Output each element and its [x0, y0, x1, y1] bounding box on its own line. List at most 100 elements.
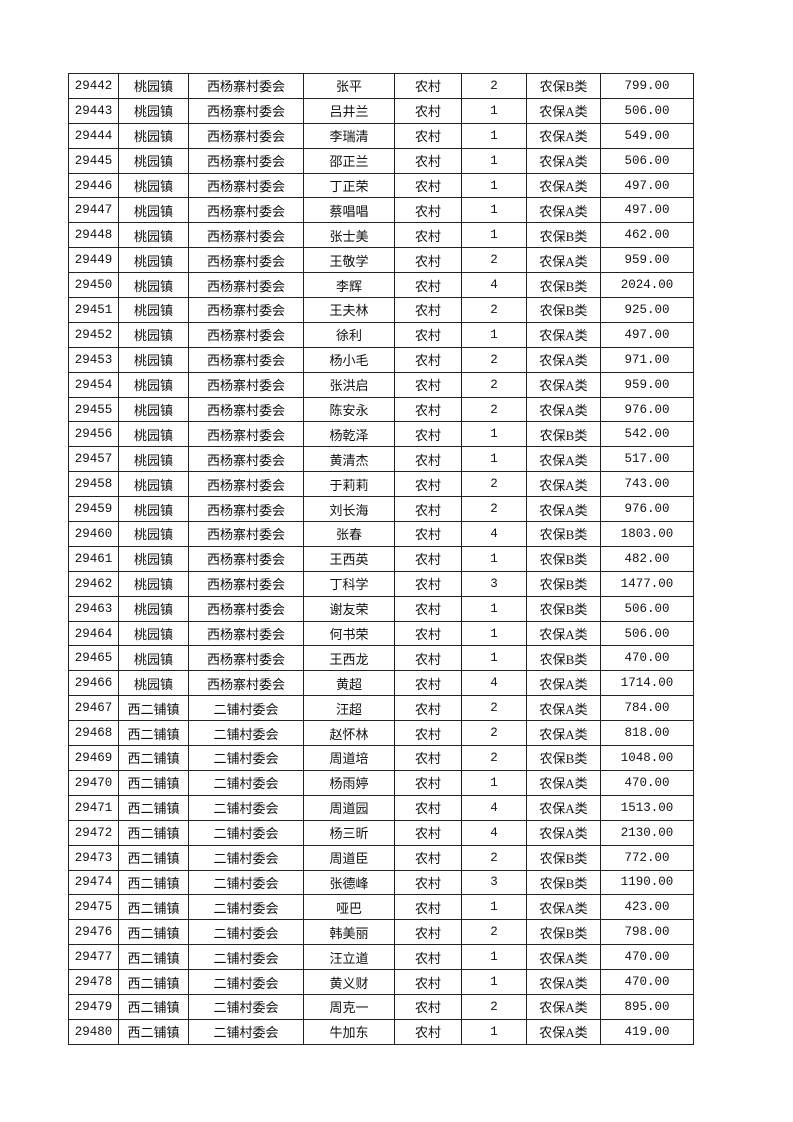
cell-village-committee: 西杨寨村委会: [188, 545, 304, 572]
cell-town: 西二铺镇: [118, 919, 189, 946]
cell-amount: 517.00: [600, 446, 694, 473]
cell-area-type: 农村: [394, 570, 462, 597]
cell-insurance-category: 农保A类: [526, 993, 601, 1020]
cell-area-type: 农村: [394, 695, 462, 722]
cell-town: 桃园镇: [118, 595, 189, 622]
cell-town: 桃园镇: [118, 471, 189, 498]
cell-town: 桃园镇: [118, 446, 189, 473]
cell-household-size: 4: [461, 670, 527, 697]
cell-area-type: 农村: [394, 769, 462, 796]
cell-insurance-category: 农保A类: [526, 197, 601, 224]
cell-area-type: 农村: [394, 844, 462, 871]
cell-village-committee: 西杨寨村委会: [188, 73, 304, 99]
cell-village-committee: 二铺村委会: [188, 944, 304, 971]
cell-record-id: 29476: [68, 919, 119, 946]
cell-amount: 1513.00: [600, 794, 694, 821]
cell-insurance-category: 农保A类: [526, 321, 601, 348]
cell-name: 邵正兰: [303, 147, 395, 174]
cell-area-type: 农村: [394, 73, 462, 99]
cell-record-id: 29445: [68, 147, 119, 174]
cell-village-committee: 二铺村委会: [188, 894, 304, 921]
cell-insurance-category: 农保A类: [526, 1018, 601, 1045]
cell-village-committee: 西杨寨村委会: [188, 97, 304, 124]
table-row: 29464 桃园镇 西杨寨村委会 何书荣 农村 1 农保A类 506.00: [68, 620, 694, 647]
cell-record-id: 29464: [68, 620, 119, 647]
cell-record-id: 29452: [68, 321, 119, 348]
table-row: 29467 西二铺镇 二铺村委会 汪超 农村 2 农保A类 784.00: [68, 695, 694, 722]
cell-household-size: 1: [461, 545, 527, 572]
cell-area-type: 农村: [394, 620, 462, 647]
table-row: 29456 桃园镇 西杨寨村委会 杨乾泽 农村 1 农保B类 542.00: [68, 421, 694, 448]
cell-insurance-category: 农保A类: [526, 471, 601, 498]
cell-amount: 506.00: [600, 97, 694, 124]
cell-insurance-category: 农保A类: [526, 446, 601, 473]
cell-village-committee: 西杨寨村委会: [188, 670, 304, 697]
table-row: 29450 桃园镇 西杨寨村委会 李辉 农村 4 农保B类 2024.00: [68, 272, 694, 299]
cell-name: 张洪启: [303, 371, 395, 398]
cell-record-id: 29451: [68, 297, 119, 323]
cell-household-size: 2: [461, 993, 527, 1020]
cell-household-size: 1: [461, 172, 527, 199]
cell-amount: 2130.00: [600, 819, 694, 846]
cell-record-id: 29461: [68, 545, 119, 572]
table-body: 29442 桃园镇 西杨寨村委会 张平 农村 2 农保B类 799.00 29443 桃园镇 西杨寨…: [68, 73, 694, 1045]
cell-area-type: 农村: [394, 919, 462, 946]
cell-name: 周克一: [303, 993, 395, 1020]
table-row: 29476 西二铺镇 二铺村委会 韩美丽 农村 2 农保B类 798.00: [68, 919, 694, 946]
cell-record-id: 29453: [68, 346, 119, 373]
cell-household-size: 2: [461, 471, 527, 498]
table-row: 29454 桃园镇 西杨寨村委会 张洪启 农村 2 农保A类 959.00: [68, 371, 694, 398]
cell-name: 丁科学: [303, 570, 395, 597]
table-row: 29462 桃园镇 西杨寨村委会 丁科学 农村 3 农保B类 1477.00: [68, 570, 694, 597]
cell-town: 桃园镇: [118, 197, 189, 224]
cell-record-id: 29479: [68, 993, 119, 1020]
cell-town: 桃园镇: [118, 172, 189, 199]
cell-area-type: 农村: [394, 297, 462, 323]
cell-village-committee: 西杨寨村委会: [188, 147, 304, 174]
cell-village-committee: 二铺村委会: [188, 1018, 304, 1045]
cell-area-type: 农村: [394, 869, 462, 896]
cell-village-committee: 西杨寨村委会: [188, 570, 304, 597]
cell-village-committee: 西杨寨村委会: [188, 122, 304, 149]
cell-amount: 497.00: [600, 321, 694, 348]
cell-household-size: 1: [461, 620, 527, 647]
cell-area-type: 农村: [394, 894, 462, 921]
table-row: 29465 桃园镇 西杨寨村委会 王西龙 农村 1 农保B类 470.00: [68, 645, 694, 672]
cell-amount: 772.00: [600, 844, 694, 871]
cell-town: 西二铺镇: [118, 993, 189, 1020]
cell-record-id: 29478: [68, 969, 119, 995]
cell-town: 桃园镇: [118, 97, 189, 124]
cell-insurance-category: 农保B类: [526, 570, 601, 597]
cell-amount: 799.00: [600, 73, 694, 99]
cell-amount: 2024.00: [600, 272, 694, 299]
cell-insurance-category: 农保A类: [526, 819, 601, 846]
cell-area-type: 农村: [394, 496, 462, 523]
cell-name: 周道臣: [303, 844, 395, 871]
cell-area-type: 农村: [394, 122, 462, 149]
cell-record-id: 29460: [68, 521, 119, 547]
cell-area-type: 农村: [394, 197, 462, 224]
table-row: 29477 西二铺镇 二铺村委会 汪立道 农村 1 农保A类 470.00: [68, 944, 694, 971]
cell-town: 西二铺镇: [118, 869, 189, 896]
cell-insurance-category: 农保A类: [526, 97, 601, 124]
cell-record-id: 29457: [68, 446, 119, 473]
cell-village-committee: 西杨寨村委会: [188, 521, 304, 547]
cell-area-type: 农村: [394, 545, 462, 572]
cell-household-size: 1: [461, 769, 527, 796]
cell-name: 张德峰: [303, 869, 395, 896]
cell-record-id: 29449: [68, 247, 119, 274]
cell-area-type: 农村: [394, 595, 462, 622]
cell-town: 桃园镇: [118, 297, 189, 323]
cell-household-size: 1: [461, 197, 527, 224]
table-row: 29453 桃园镇 西杨寨村委会 杨小毛 农村 2 农保A类 971.00: [68, 346, 694, 373]
cell-amount: 976.00: [600, 396, 694, 423]
cell-name: 王夫林: [303, 297, 395, 323]
records-table: 29442 桃园镇 西杨寨村委会 张平 农村 2 农保B类 799.00 29443 桃园镇 西杨寨…: [68, 73, 694, 1045]
cell-area-type: 农村: [394, 1018, 462, 1045]
cell-insurance-category: 农保A类: [526, 396, 601, 423]
cell-village-committee: 二铺村委会: [188, 695, 304, 722]
cell-town: 桃园镇: [118, 371, 189, 398]
cell-town: 西二铺镇: [118, 745, 189, 771]
cell-area-type: 农村: [394, 670, 462, 697]
cell-name: 何书荣: [303, 620, 395, 647]
